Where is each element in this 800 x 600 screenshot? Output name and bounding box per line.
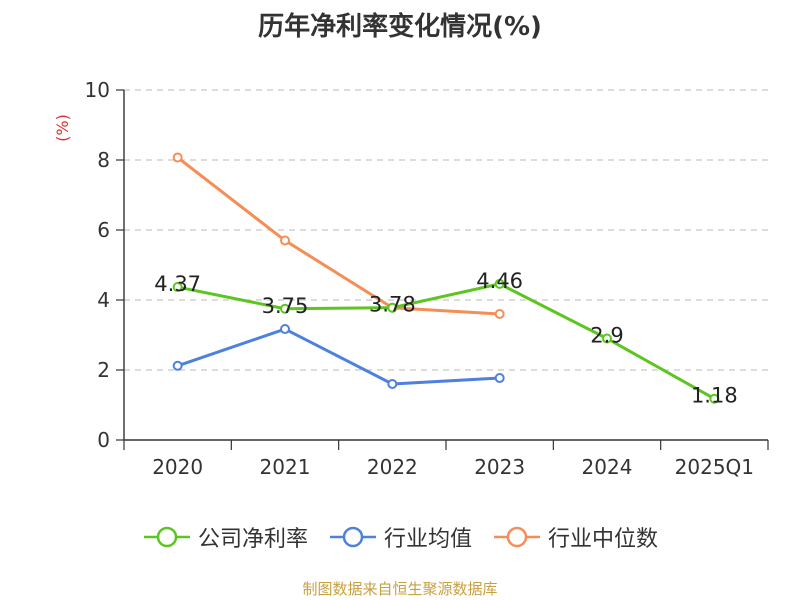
x-tick-label: 2025Q1: [675, 455, 754, 479]
data-point[interactable]: [280, 324, 290, 335]
data-point[interactable]: [494, 373, 505, 384]
y-tick-label: 2: [97, 358, 110, 382]
y-axis-label: (%): [53, 114, 72, 142]
x-tick-label: 2022: [367, 455, 418, 479]
series-line: [177, 327, 500, 386]
data-point[interactable]: [494, 278, 505, 289]
legend-label: 行业均值: [383, 527, 472, 552]
data-point[interactable]: [280, 303, 290, 314]
data-point[interactable]: [172, 360, 183, 371]
data-point[interactable]: [602, 333, 612, 344]
x-tick-label: 2023: [474, 455, 525, 479]
chart-legend: 公司净利率 行业均值 行业中位数: [0, 520, 800, 554]
data-point[interactable]: [709, 393, 720, 404]
data-label: 3.75: [262, 294, 309, 318]
legend-item-industry-median[interactable]: 行业中位数: [492, 521, 658, 553]
y-tick-label: 4: [97, 288, 110, 312]
legend-marker-icon: [329, 526, 376, 548]
data-point[interactable]: [494, 309, 505, 319]
data-point[interactable]: [387, 302, 398, 313]
data-label: 4.46: [476, 269, 523, 293]
x-tick-label: 2020: [152, 455, 203, 479]
y-tick-label: 10: [85, 78, 110, 102]
data-point[interactable]: [280, 235, 290, 246]
data-label: 4.37: [154, 272, 201, 296]
data-point[interactable]: [172, 152, 183, 163]
legend-item-industry-mean[interactable]: 行业均值: [328, 521, 472, 553]
data-label: 3.78: [369, 293, 416, 317]
legend-marker-icon: [143, 526, 190, 548]
series-line: [177, 282, 716, 401]
y-tick-label: 8: [97, 148, 110, 172]
data-point[interactable]: [387, 379, 398, 389]
legend-label: 行业中位数: [548, 527, 659, 552]
legend-item-company-net-margin[interactable]: 公司净利率: [142, 521, 308, 553]
x-tick-label: 2024: [582, 455, 633, 479]
legend-label: 公司净利率: [197, 527, 308, 552]
legend-marker-icon: [494, 526, 540, 548]
y-tick-label: 6: [97, 218, 110, 242]
chart-title: 历年净利率变化情况(%): [258, 12, 542, 42]
source-note: 制图数据来自恒生聚源数据库: [302, 580, 498, 598]
x-tick-label: 2021: [260, 455, 311, 479]
data-label: 1.18: [691, 384, 738, 408]
data-point[interactable]: [172, 282, 183, 293]
series-line: [176, 156, 500, 316]
data-label: 2.9: [590, 324, 623, 348]
y-tick-label: 0: [97, 428, 110, 452]
